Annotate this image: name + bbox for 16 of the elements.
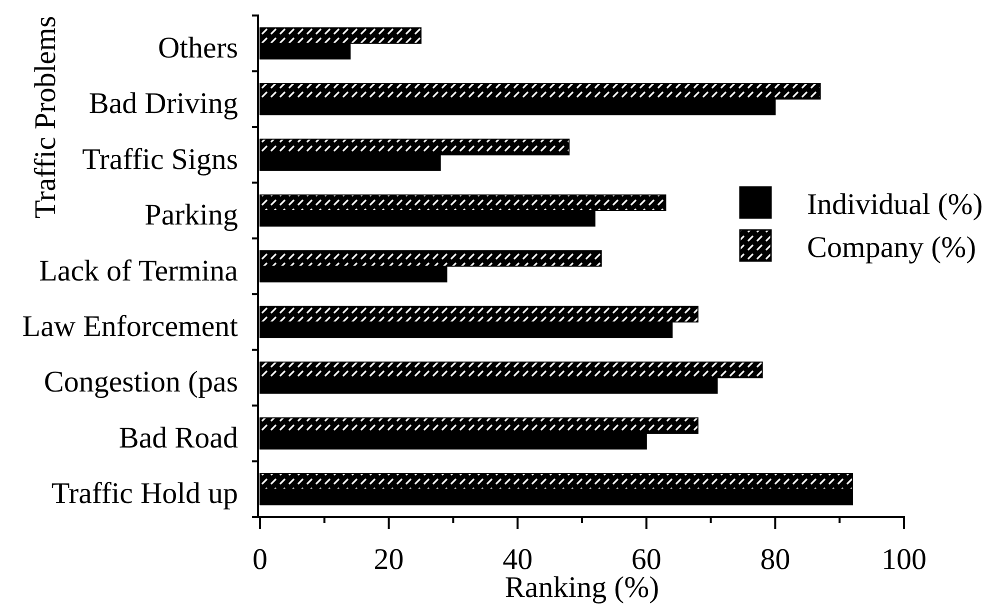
y-tick-label: Bad Road [118,421,238,454]
x-tick-label: 100 [882,543,926,576]
x-tick-label: 80 [760,543,790,576]
y-tick-label: Lack of Termina [39,254,238,288]
x-tick-label: 20 [374,543,404,576]
y-tick-label: Traffic Hold up [51,477,238,510]
y-tick-label: Parking [144,198,238,232]
legend-label: Company (%) [807,231,976,264]
y-tick-label: Others [158,31,238,64]
x-tick-label: 0 [252,543,268,576]
y-axis-title: Traffic Problems [29,16,62,218]
y-tick-label: Bad Driving [88,87,238,120]
legend-label: Individual (%) [807,188,983,221]
y-tick-label: Law Enforcement [22,310,239,343]
y-tick-label: Congestion (pas [44,366,238,399]
y-tick-label: Traffic Signs [82,142,238,176]
